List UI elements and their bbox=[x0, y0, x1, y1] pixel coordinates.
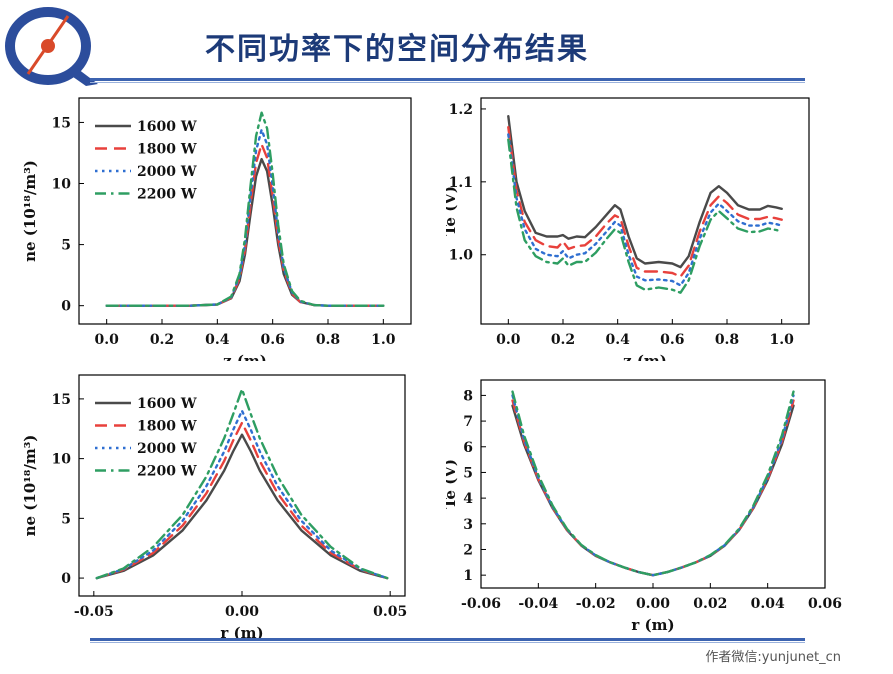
logo-tail bbox=[66, 66, 98, 86]
series-line-2000w bbox=[507, 133, 783, 287]
y-tick-label: 5 bbox=[61, 238, 71, 254]
chart-ne-vs-r: -0.05 0.00 0.05 0 5 10 15 r (m) ne (10¹⁸/m³) 1600… bbox=[21, 374, 407, 638]
x-tick-label: 0.4 bbox=[205, 332, 230, 348]
x-axis-label: r (m) bbox=[631, 616, 674, 634]
x-tick-label: -0.06 bbox=[461, 596, 501, 612]
y-tick-label: 8 bbox=[463, 388, 473, 404]
y-tick-label: 0 bbox=[61, 571, 71, 587]
plot-frame bbox=[480, 379, 826, 589]
y-tick-label: 1.1 bbox=[449, 175, 473, 191]
series-line-2000w bbox=[511, 394, 795, 577]
x-tick-label: 0.2 bbox=[150, 332, 174, 348]
plot-frame bbox=[480, 97, 810, 325]
x-tick-label: -0.04 bbox=[518, 596, 558, 612]
y-axis-label: ne (10¹⁸/m³) bbox=[21, 435, 39, 537]
x-tick-label: 0.02 bbox=[693, 596, 727, 612]
x-axis-label: z (m) bbox=[623, 352, 667, 361]
footer-text: 作者微信:yunjunet_cn bbox=[705, 650, 841, 665]
chart-te-vs-r: -0.06 -0.04 -0.02 0.00 0.02 0.04 0.06 1 2 3 4 5 6 7 8 r… bbox=[446, 379, 842, 634]
footer-divider bbox=[90, 638, 805, 643]
y-tick-label: 1.2 bbox=[449, 102, 473, 118]
y-tick-label: 15 bbox=[52, 392, 71, 408]
chart-ne-vs-z: 0.0 0.2 0.4 0.6 0.8 1.0 0 5 10 15 z (m) ne (10¹⁸/m³… bbox=[21, 97, 412, 361]
chart-te-vs-z: 0.0 0.2 0.4 0.6 0.8 1.0 1.0 1.1 1.2 z (m) Te (V) bbox=[446, 97, 810, 361]
x-tick-label: 0.00 bbox=[225, 604, 259, 620]
x-axis-label: z (m) bbox=[223, 352, 267, 361]
series-line-1800w bbox=[507, 126, 783, 278]
x-tick-label: 0.00 bbox=[636, 596, 670, 612]
y-tick-label: 7 bbox=[463, 414, 473, 430]
x-axis-label: r (m) bbox=[220, 624, 263, 638]
legend-label: 2200 W bbox=[137, 187, 197, 203]
y-axis-label: Te (V) bbox=[446, 459, 459, 509]
y-tick-label: 5 bbox=[463, 465, 473, 481]
series-line-1600w bbox=[511, 404, 795, 577]
legend-label: 2000 W bbox=[137, 164, 197, 180]
y-tick-label: 2 bbox=[463, 542, 473, 558]
series-line-2200w bbox=[105, 111, 385, 307]
x-tick-label: 0.2 bbox=[551, 332, 575, 348]
x-tick-label: 0.04 bbox=[751, 596, 785, 612]
y-tick-label: 0 bbox=[61, 299, 71, 315]
y-tick-label: 10 bbox=[52, 452, 72, 468]
plot-frame bbox=[78, 374, 406, 597]
y-tick-label: 5 bbox=[61, 511, 71, 527]
title-divider bbox=[90, 78, 805, 83]
x-tick-label: 0.05 bbox=[373, 604, 407, 620]
y-axis-label: ne (10¹⁸/m³) bbox=[21, 160, 39, 262]
page-title: 不同功率下的空间分布结果 bbox=[205, 32, 589, 67]
legend-label: 2000 W bbox=[137, 441, 197, 457]
legend-label: 2200 W bbox=[137, 464, 197, 480]
legend-label: 1600 W bbox=[137, 119, 197, 135]
legend-label: 1800 W bbox=[137, 142, 197, 158]
y-tick-label: 4 bbox=[463, 491, 473, 507]
x-tick-label: 0.6 bbox=[260, 332, 284, 348]
x-tick-label: 0.8 bbox=[316, 332, 340, 348]
x-tick-label: -0.05 bbox=[74, 604, 114, 620]
y-axis-label: Te (V) bbox=[446, 186, 459, 236]
logo bbox=[5, 7, 98, 86]
y-tick-label: 3 bbox=[463, 517, 473, 533]
x-tick-label: 0.0 bbox=[496, 332, 521, 348]
x-tick-label: 1.0 bbox=[371, 332, 396, 348]
series-line-1800w bbox=[511, 399, 795, 577]
y-tick-label: 10 bbox=[52, 177, 72, 193]
series-line-2200w bbox=[511, 390, 795, 577]
legend-label: 1800 W bbox=[137, 419, 197, 435]
series-line-2200w bbox=[507, 138, 783, 294]
logo-core bbox=[41, 39, 55, 53]
y-tick-label: 1 bbox=[463, 568, 473, 584]
x-tick-label: 1.0 bbox=[769, 332, 794, 348]
series-line-2000w bbox=[95, 409, 389, 580]
x-tick-label: 0.0 bbox=[94, 332, 119, 348]
y-tick-label: 1.0 bbox=[449, 248, 474, 264]
y-tick-label: 15 bbox=[52, 115, 71, 131]
series-line-1600w bbox=[507, 115, 783, 269]
x-tick-label: -0.02 bbox=[576, 596, 616, 612]
series-line-1800w bbox=[95, 421, 389, 580]
x-tick-label: 0.8 bbox=[715, 332, 739, 348]
x-tick-label: 0.6 bbox=[660, 332, 684, 348]
series-line-2200w bbox=[95, 388, 389, 580]
x-tick-label: 0.06 bbox=[808, 596, 842, 612]
logo-ring bbox=[5, 7, 91, 85]
plot-frame bbox=[78, 97, 412, 325]
x-tick-label: 0.4 bbox=[605, 332, 630, 348]
series-line-1600w bbox=[95, 433, 389, 580]
legend-label: 1600 W bbox=[137, 396, 197, 412]
y-tick-label: 6 bbox=[463, 440, 473, 456]
